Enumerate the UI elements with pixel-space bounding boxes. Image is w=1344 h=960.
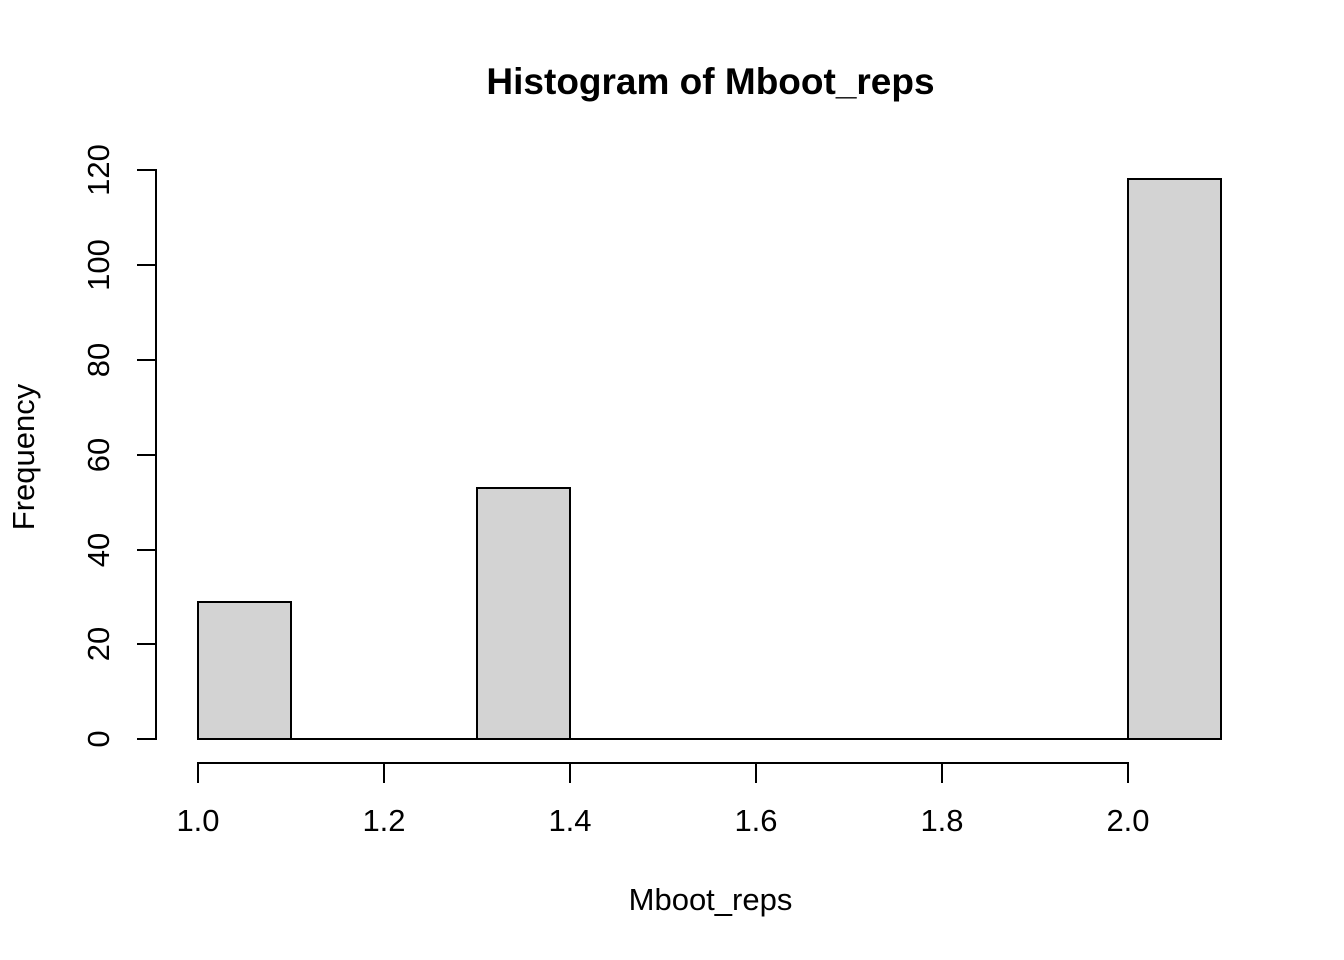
y-axis-title: Frequency xyxy=(6,383,41,531)
x-tick-label: 1.0 xyxy=(176,803,220,838)
x-axis-line xyxy=(197,762,1129,764)
x-axis-title: Mboot_reps xyxy=(628,882,793,917)
histogram-bar xyxy=(476,486,571,741)
y-tick-mark xyxy=(137,358,156,361)
x-tick-mark xyxy=(941,763,943,783)
y-tick-mark xyxy=(137,453,156,456)
chart-title: Histogram of Mboot_reps xyxy=(486,61,935,102)
x-tick-label: 1.8 xyxy=(920,803,964,838)
x-tick-label: 1.2 xyxy=(362,803,406,838)
y-tick-mark xyxy=(137,263,156,266)
x-tick-label: 2.0 xyxy=(1106,803,1150,838)
y-tick-mark xyxy=(137,738,156,741)
x-tick-mark xyxy=(755,763,757,783)
y-tick-mark xyxy=(137,168,156,171)
histogram-bar xyxy=(1127,178,1222,741)
x-tick-label: 1.4 xyxy=(548,803,592,838)
x-tick-mark xyxy=(383,763,385,783)
plot-baseline xyxy=(197,738,1222,741)
x-tick-mark xyxy=(569,763,571,783)
y-axis-line xyxy=(155,168,157,741)
x-tick-label: 1.6 xyxy=(734,803,778,838)
x-tick-mark xyxy=(1127,763,1129,783)
y-tick-label: 120 xyxy=(81,144,116,196)
y-tick-mark xyxy=(137,548,156,551)
y-tick-mark xyxy=(137,643,156,646)
histogram-bar xyxy=(197,600,292,741)
x-tick-mark xyxy=(197,763,199,783)
